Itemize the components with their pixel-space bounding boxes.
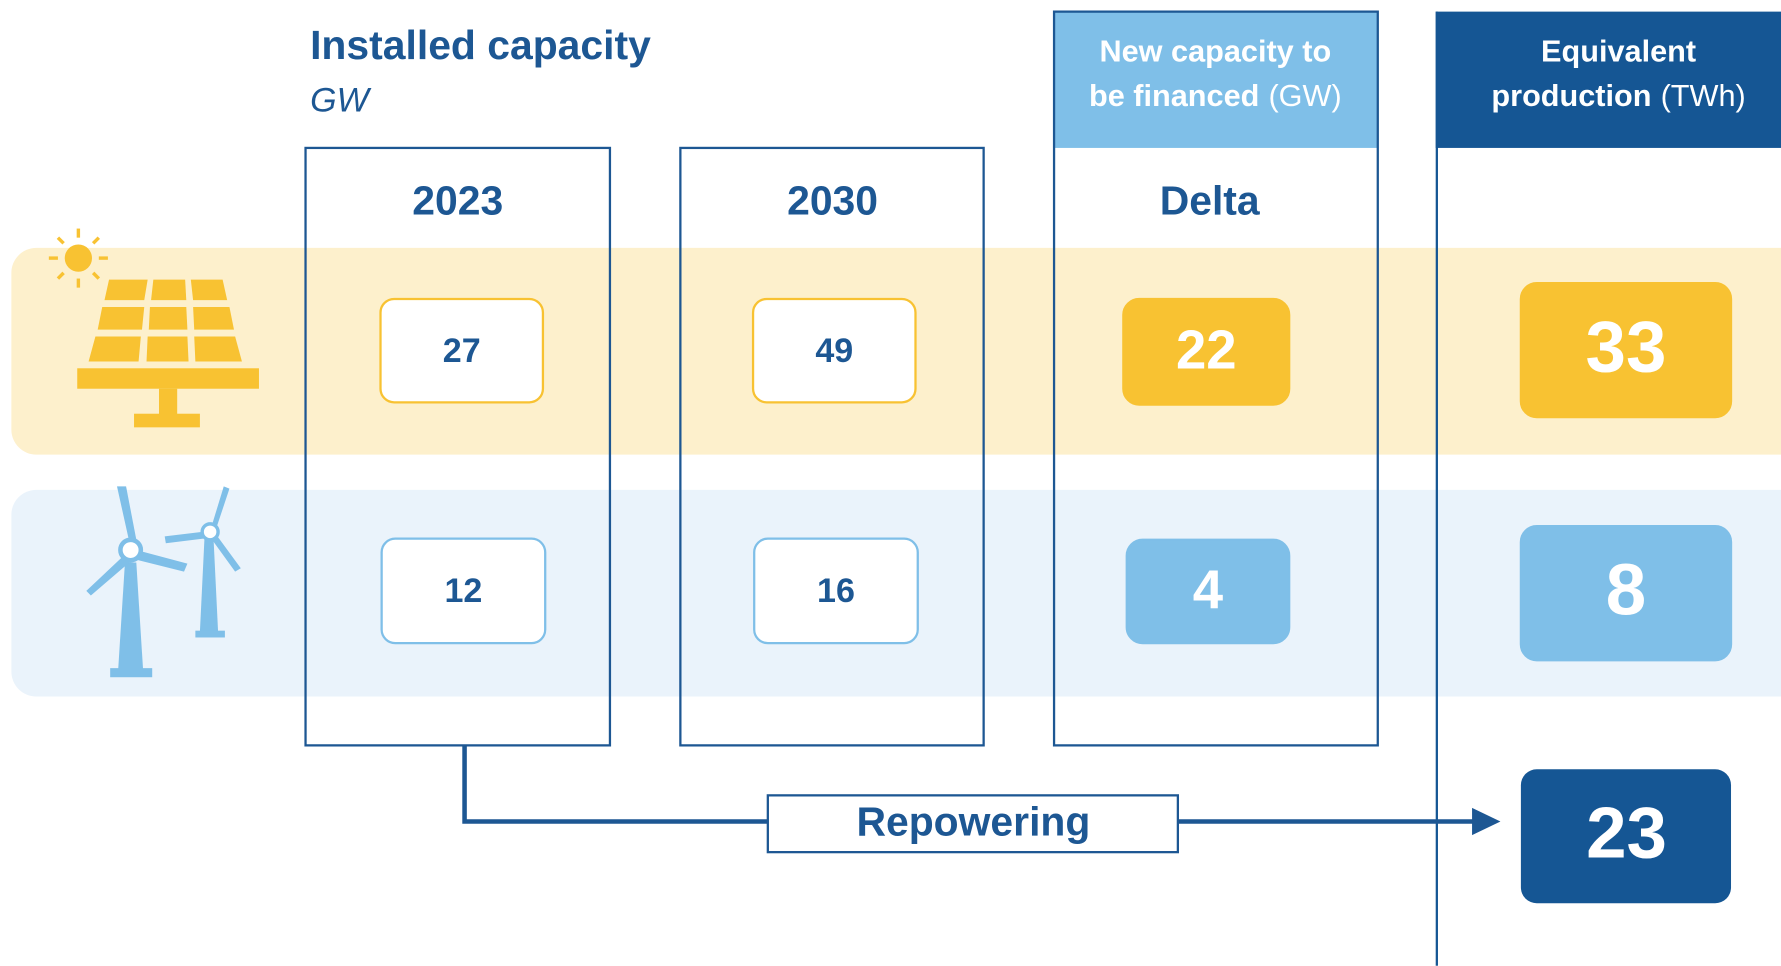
header-line: Equivalent [1541,35,1696,69]
header-text: be financed [1089,79,1259,113]
repowering-box [766,794,1180,854]
year-label: 2023 [412,177,503,223]
wind-value: 8 [1606,550,1646,631]
financed-header [1054,11,1378,148]
year-label: 2030 [787,177,878,223]
repowering-label: Repowering [856,799,1090,845]
title: Installed capacity [310,22,651,68]
column-2030 [679,146,985,747]
solar-value: 33 [1586,307,1667,388]
wind-value-box [380,537,547,645]
solar-value-box [1519,281,1733,419]
connector [462,745,768,824]
wind-value: 12 [444,572,482,610]
production-header [1435,11,1781,148]
wind-icon [86,486,241,678]
wind-value: 16 [817,572,855,610]
header-line: be financed (GW) [1089,79,1342,113]
solar-value-box [1122,297,1291,406]
header-line: production (TWh) [1491,79,1745,113]
solar-value: 49 [815,332,853,370]
column-delta [1052,10,1379,747]
header-unit: (GW) [1268,79,1341,113]
wind-value-box [1519,525,1733,662]
solar-icon [48,228,259,428]
wind-value-box [753,537,919,645]
header-text: production [1491,79,1651,113]
delta-label: Delta [1160,177,1260,223]
repowering-value-box [1520,769,1732,904]
solar-value: 22 [1176,319,1237,380]
wind-value-box [1125,538,1291,645]
solar-value-box [751,297,917,404]
solar-value: 27 [443,332,481,370]
arrow-head [1472,807,1501,836]
repowering-value: 23 [1586,793,1667,874]
unit: GW [310,81,371,119]
column-2023 [304,146,612,747]
wind-value: 4 [1193,559,1224,620]
header-line: New capacity to [1099,35,1331,69]
header-unit: (TWh) [1661,79,1746,113]
solar-value-box [379,297,545,404]
